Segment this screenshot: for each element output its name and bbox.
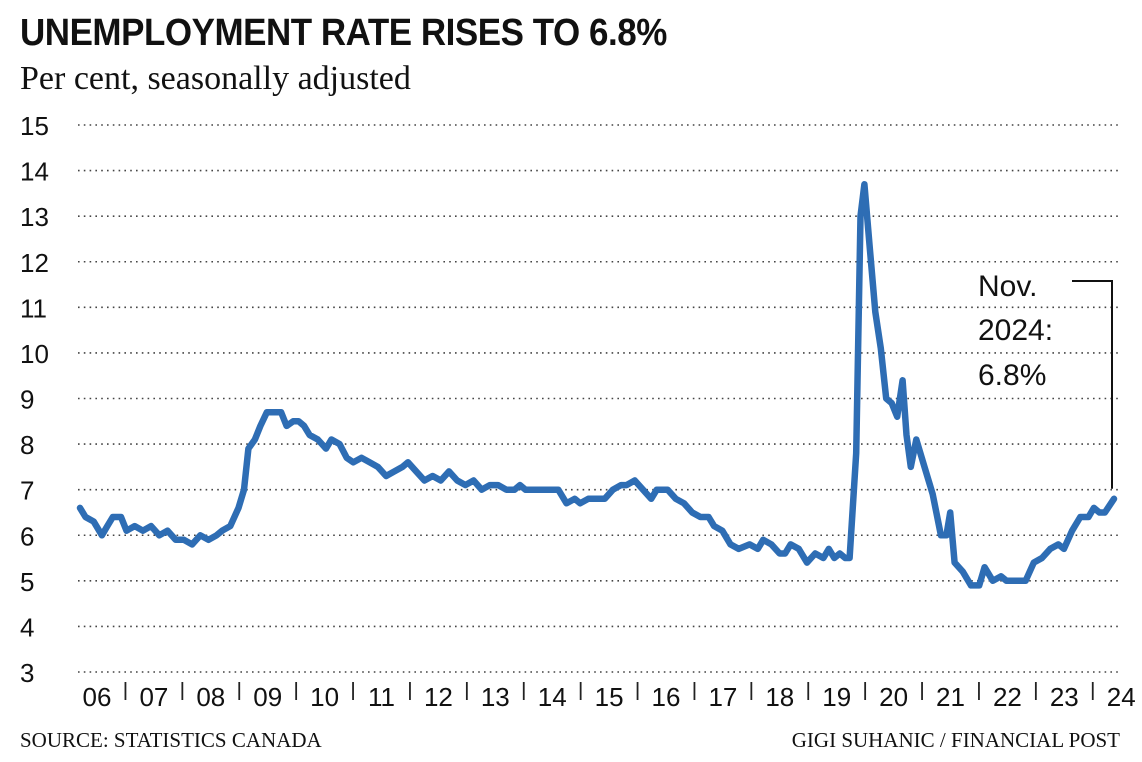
y-tick-label-4: 4	[20, 612, 34, 642]
y-tick-label-12: 12	[20, 248, 49, 278]
y-axis-ticks: 3 4 5 6 7 8 9 10 11 12 13 14 15	[20, 111, 49, 688]
annotation-line-3: 6.8%	[978, 359, 1046, 392]
x-tick-label-23: 23	[1050, 682, 1079, 712]
x-tick-label-14: 14	[538, 682, 567, 712]
y-tick-label-3: 3	[20, 658, 34, 688]
credit-note: GIGI SUHANIC / FINANCIAL POST	[791, 728, 1120, 752]
x-tick-label-22: 22	[993, 682, 1022, 712]
y-tick-label-14: 14	[20, 157, 49, 187]
gridlines	[78, 124, 1118, 673]
y-tick-label-5: 5	[20, 567, 34, 597]
chart-title: UNEMPLOYMENT RATE RISES TO 6.8%	[20, 12, 667, 54]
x-tick-label-13: 13	[481, 682, 510, 712]
x-tick-label-09: 09	[253, 682, 282, 712]
y-tick-label-10: 10	[20, 339, 49, 369]
series-group	[76, 181, 1118, 589]
x-tick-label-15: 15	[595, 682, 624, 712]
annotation-leader	[1072, 280, 1113, 489]
x-tick-label-24: 24	[1107, 682, 1136, 712]
y-tick-label-11: 11	[20, 293, 47, 323]
series-line-0	[76, 181, 1118, 589]
x-tick-label-08: 08	[196, 682, 225, 712]
source-note: SOURCE: STATISTICS CANADA	[20, 728, 322, 752]
y-tick-label-7: 7	[20, 476, 34, 506]
y-tick-label-6: 6	[20, 521, 34, 551]
y-tick-label-9: 9	[20, 385, 34, 415]
x-tick-label-11: 11	[368, 682, 395, 712]
x-tick-label-10: 10	[310, 682, 339, 712]
y-tick-label-8: 8	[20, 430, 34, 460]
x-tick-label-19: 19	[822, 682, 851, 712]
x-tick-label-07: 07	[139, 682, 168, 712]
annotation-line-1: Nov.	[978, 270, 1037, 303]
x-tick-label-12: 12	[424, 682, 453, 712]
x-tick-label-06: 06	[83, 682, 112, 712]
x-tick-label-21: 21	[936, 682, 965, 712]
annotation-line-2: 2024:	[978, 314, 1053, 347]
y-tick-label-15: 15	[20, 111, 49, 141]
x-tick-label-18: 18	[765, 682, 794, 712]
x-tick-label-16: 16	[652, 682, 681, 712]
x-axis-ticks: 06 07 08 09 10 11 12 13 14 15 16 17 18 19 20 21 22 23 24	[83, 682, 1136, 712]
x-tick-label-20: 20	[879, 682, 908, 712]
chart-subtitle: Per cent, seasonally adjusted	[20, 60, 411, 97]
y-tick-label-13: 13	[20, 202, 49, 232]
annotation-group: Nov. 2024: 6.8%	[978, 270, 1113, 489]
x-tick-label-17: 17	[708, 682, 737, 712]
